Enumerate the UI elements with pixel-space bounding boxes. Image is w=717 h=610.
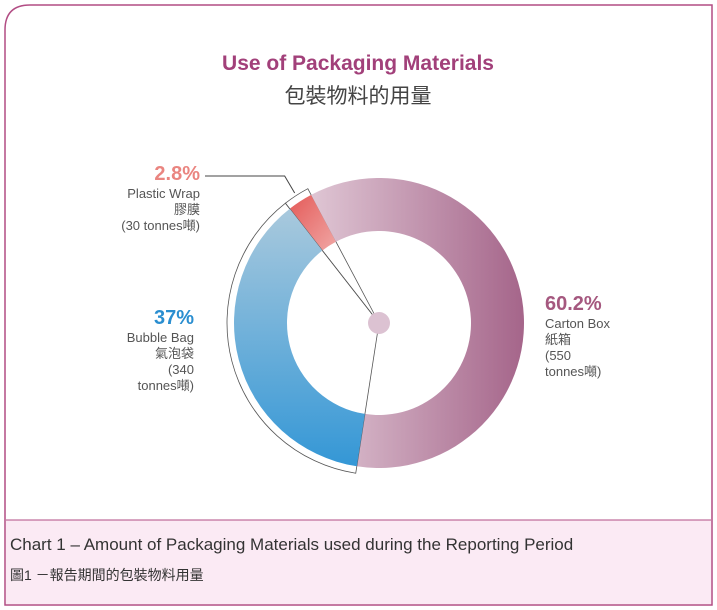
caption: Chart 1 – Amount of Packaging Materials … xyxy=(10,535,574,554)
slice-label: 2.8% Plastic Wrap 膠膜 (30 tonnes噸) xyxy=(90,162,200,234)
leader-line xyxy=(205,175,296,194)
category-label: Carton Box xyxy=(545,316,611,331)
chart-subtitle: 包裝物料的用量 xyxy=(285,85,432,108)
category-label: Plastic Wrap xyxy=(127,186,200,201)
slice-label: 60.2% Carton Box 紙箱 (550 tonnes噸) xyxy=(545,292,635,380)
slice-outline xyxy=(284,188,380,324)
amount-label: (30 tonnes噸) xyxy=(121,218,200,233)
percent-label: 2.8% xyxy=(154,163,200,185)
frame xyxy=(4,4,713,606)
amount-label: (550 tonnes噸) xyxy=(545,348,602,379)
chart-title: Use of Packaging Materials xyxy=(222,52,494,75)
percent-label: 60.2% xyxy=(545,293,602,315)
slice-outline xyxy=(226,202,380,474)
donut-slice xyxy=(289,194,336,251)
category-label-zh: 氣泡袋 xyxy=(154,346,194,361)
category-label: Bubble Bag xyxy=(126,330,194,345)
caption-band xyxy=(6,520,711,604)
caption-zh: 圖1 －報告期間的包裝物料用量 xyxy=(10,567,204,583)
category-label-zh: 膠膜 xyxy=(173,202,200,217)
donut-slice xyxy=(311,177,524,469)
center-dot xyxy=(368,312,390,334)
amount-label: (340 tonnes噸) xyxy=(137,362,194,393)
percent-label: 37% xyxy=(153,307,194,329)
donut-slice xyxy=(234,208,365,467)
category-label-zh: 紙箱 xyxy=(545,332,572,347)
slice-label: 37% Bubble Bag 氣泡袋 (340 tonnes噸) xyxy=(112,306,194,394)
